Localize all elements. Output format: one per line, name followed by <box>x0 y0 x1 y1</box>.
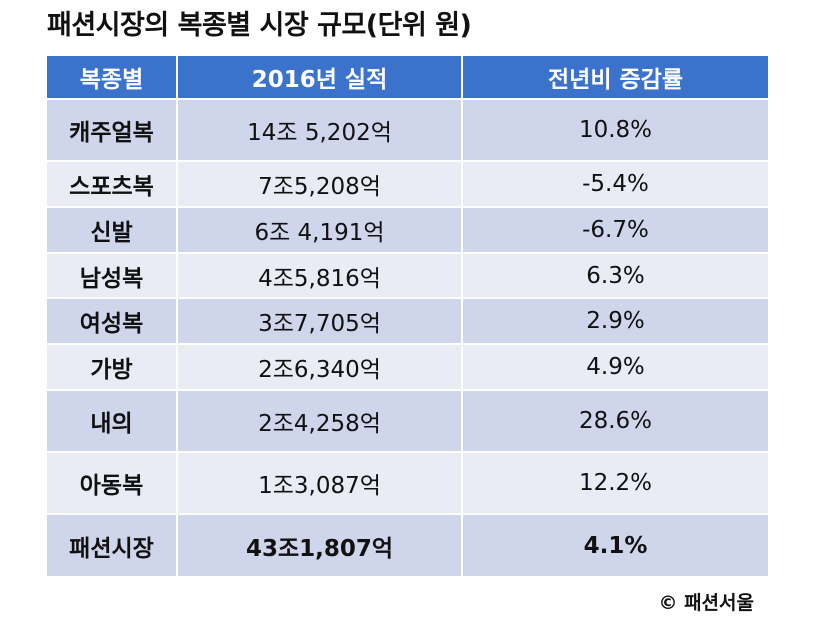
sales-cell: 4조5,816억 <box>176 252 462 298</box>
category-cell: 여성복 <box>47 297 177 344</box>
sales-cell: 1조3,087억 <box>176 451 462 514</box>
category-cell: 가방 <box>47 343 177 390</box>
change-cell: 28.6% <box>461 389 768 452</box>
header-change: 전년비 증감률 <box>461 56 768 100</box>
change-cell: 4.1% <box>461 513 768 576</box>
category-cell: 아동복 <box>47 451 177 514</box>
page-title: 패션시장의 복종별 시장 규모(단위 원) <box>47 10 472 41</box>
table-row: 스포츠복 7조5,208억 -5.4% <box>47 160 768 207</box>
table-header-row: 복종별 2016년 실적 전년비 증감률 <box>47 56 768 100</box>
table-row: 남성복 4조5,816억 6.3% <box>47 252 768 298</box>
header-sales: 2016년 실적 <box>176 56 462 100</box>
sales-cell: 2조4,258억 <box>176 389 462 452</box>
table-row-total: 패션시장 43조1,807억 4.1% <box>47 513 768 576</box>
sales-cell: 14조 5,202억 <box>176 98 462 161</box>
table-row: 신발 6조 4,191억 -6.7% <box>47 206 768 253</box>
change-cell: 12.2% <box>461 451 768 514</box>
category-cell: 캐주얼복 <box>47 98 177 161</box>
header-category: 복종별 <box>47 56 177 100</box>
table-row: 여성복 3조7,705억 2.9% <box>47 297 768 344</box>
sales-cell: 3조7,705억 <box>176 297 462 344</box>
table-row: 아동복 1조3,087억 12.2% <box>47 451 768 514</box>
change-cell: -6.7% <box>461 206 768 253</box>
category-cell: 패션시장 <box>47 513 177 576</box>
sales-cell: 7조5,208억 <box>176 160 462 207</box>
copyright-credit: © 패션서울 <box>658 592 754 614</box>
sales-cell: 6조 4,191억 <box>176 206 462 253</box>
market-size-table: 복종별 2016년 실적 전년비 증감률 캐주얼복 14조 5,202억 10.… <box>47 56 768 576</box>
table-row: 캐주얼복 14조 5,202억 10.8% <box>47 98 768 161</box>
change-cell: 10.8% <box>461 98 768 161</box>
change-cell: 4.9% <box>461 343 768 390</box>
table-row: 내의 2조4,258억 28.6% <box>47 389 768 452</box>
change-cell: 2.9% <box>461 297 768 344</box>
change-cell: 6.3% <box>461 252 768 298</box>
category-cell: 신발 <box>47 206 177 253</box>
table-row: 가방 2조6,340억 4.9% <box>47 343 768 390</box>
sales-cell: 2조6,340억 <box>176 343 462 390</box>
category-cell: 내의 <box>47 389 177 452</box>
change-cell: -5.4% <box>461 160 768 207</box>
category-cell: 스포츠복 <box>47 160 177 207</box>
sales-cell: 43조1,807억 <box>176 513 462 576</box>
category-cell: 남성복 <box>47 252 177 298</box>
